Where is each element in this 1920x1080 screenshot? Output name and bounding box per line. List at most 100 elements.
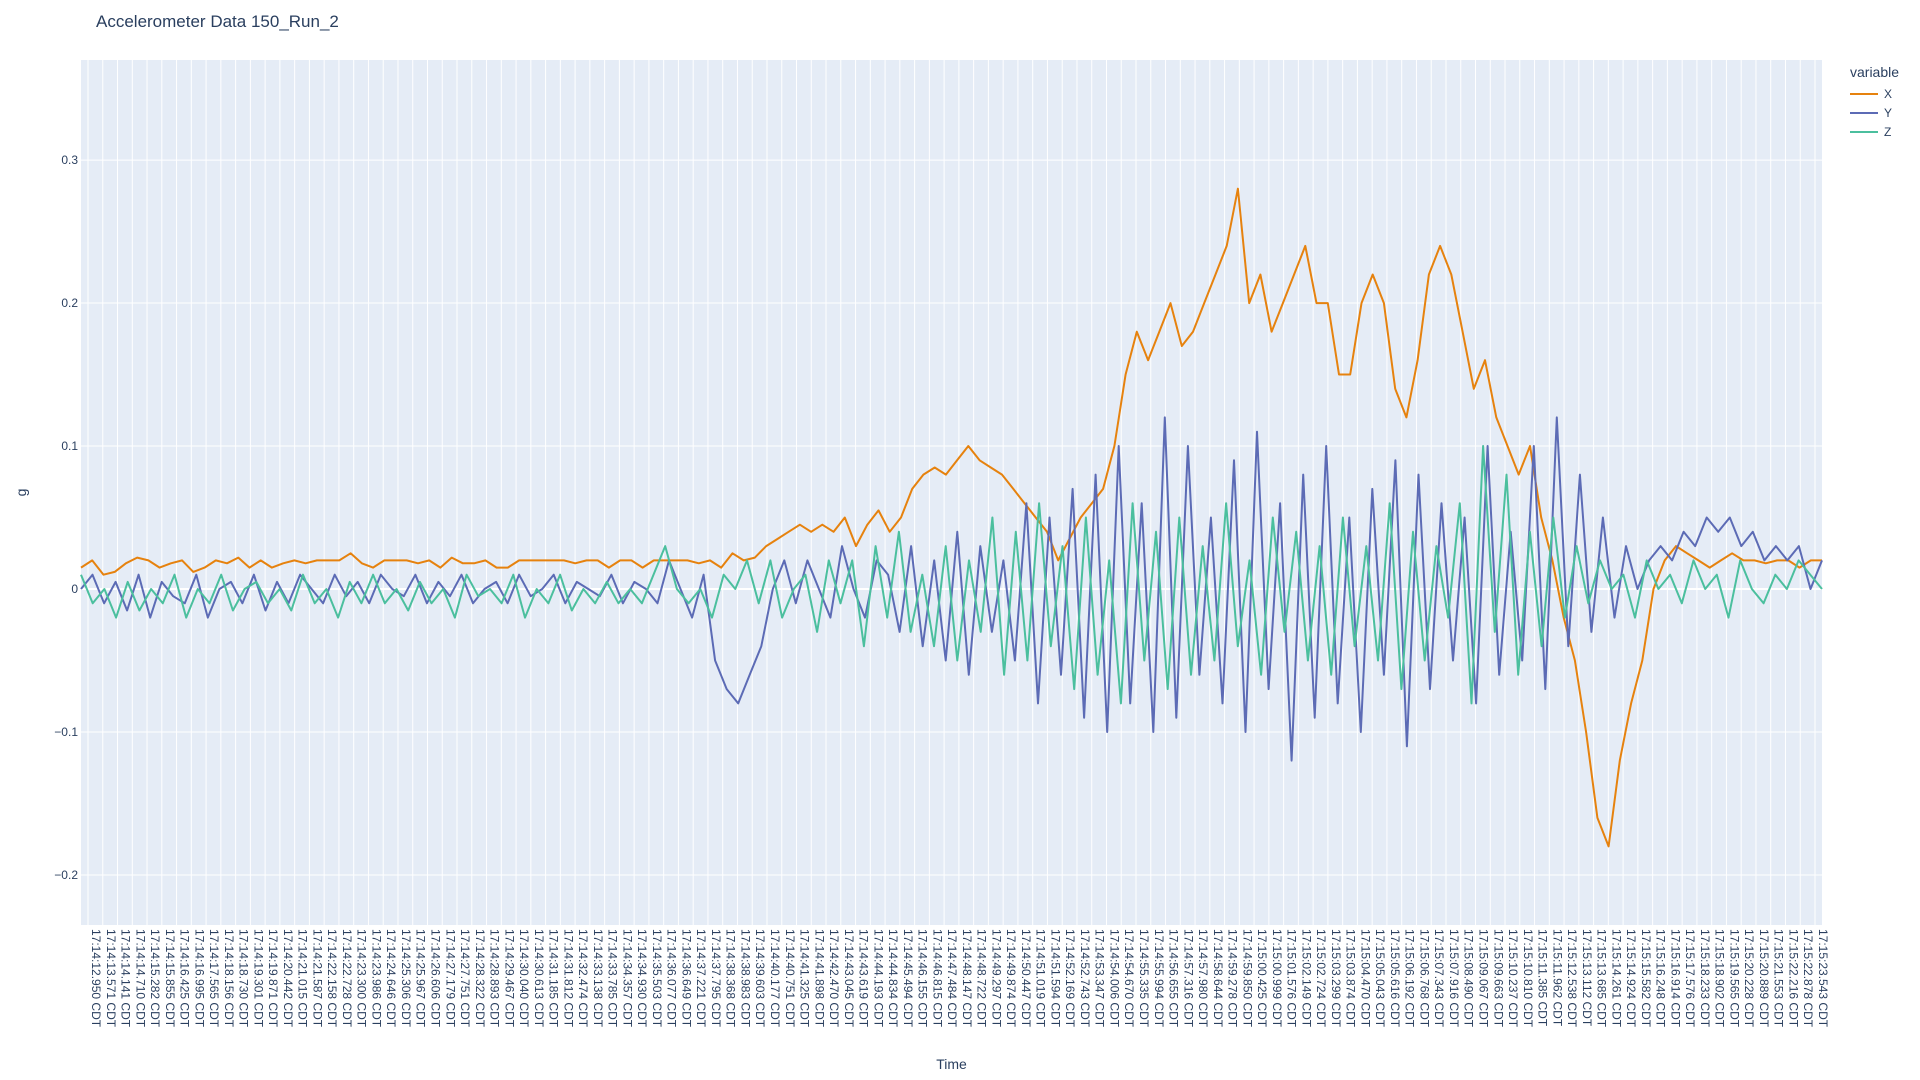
x-tick-label: 17:14:55.994 CDT	[1152, 929, 1166, 1028]
x-tick-label: 17:14:52.169 CDT	[1063, 929, 1077, 1028]
x-tick-label: 17:15:11.385 CDT	[1536, 929, 1550, 1027]
x-tick-label: 17:14:50.447 CDT	[1019, 929, 1033, 1028]
x-tick-label: 17:15:08.490 CDT	[1462, 929, 1476, 1028]
x-tick-label: 17:14:21.015 CDT	[296, 929, 310, 1028]
x-tick-label: 17:14:36.649 CDT	[679, 929, 693, 1028]
x-tick-label: 17:14:51.594 CDT	[1048, 929, 1062, 1028]
x-tick-label: 17:14:40.751 CDT	[783, 929, 797, 1028]
x-tick-label: 17:14:41.898 CDT	[812, 929, 826, 1028]
x-tick-label: 17:14:55.335 CDT	[1137, 929, 1151, 1028]
x-tick-label: 17:15:23.543 CDT	[1816, 929, 1830, 1028]
x-tick-label: 17:15:13.112 CDT	[1580, 929, 1594, 1027]
x-tick-label: 17:14:34.930 CDT	[635, 929, 649, 1028]
x-tick-label: 17:14:13.571 CDT	[104, 929, 118, 1028]
x-tick-label: 17:14:37.795 CDT	[709, 929, 723, 1028]
x-tick-label: 17:14:20.442 CDT	[281, 929, 295, 1028]
x-tick-label: 17:14:44.834 CDT	[886, 929, 900, 1028]
x-tick-label: 17:14:58.644 CDT	[1211, 929, 1225, 1028]
x-tick-label: 17:14:22.728 CDT	[340, 929, 354, 1028]
x-tick-label: 17:14:41.325 CDT	[798, 929, 812, 1028]
x-tick-label: 17:15:12.538 CDT	[1565, 929, 1579, 1028]
x-tick-label: 17:15:15.582 CDT	[1639, 929, 1653, 1028]
x-tick-label: 17:14:37.221 CDT	[694, 929, 708, 1028]
x-tick-label: 17:14:59.278 CDT	[1226, 929, 1240, 1028]
legend-title: variable	[1850, 64, 1900, 80]
x-tick-label: 17:14:21.587 CDT	[310, 929, 324, 1028]
x-tick-label: 17:14:33.785 CDT	[606, 929, 620, 1028]
y-axis-title: g	[13, 489, 29, 497]
x-tick-label: 17:14:46.155 CDT	[916, 929, 930, 1028]
x-tick-label: 17:14:52.743 CDT	[1078, 929, 1092, 1028]
x-tick-label: 17:14:44.193 CDT	[871, 929, 885, 1028]
x-tick-label: 17:14:32.474 CDT	[576, 929, 590, 1028]
y-tick-label: −0.1	[54, 725, 78, 739]
x-tick-label: 17:15:22.216 CDT	[1786, 929, 1800, 1028]
x-tick-label: 17:14:54.006 CDT	[1107, 929, 1121, 1028]
x-tick-label: 17:14:53.347 CDT	[1093, 929, 1107, 1028]
x-tick-label: 17:14:16.995 CDT	[192, 929, 206, 1028]
x-tick-label: 17:14:30.613 CDT	[532, 929, 546, 1028]
x-tick-label: 17:14:31.812 CDT	[561, 929, 575, 1028]
legend-label: X	[1884, 86, 1893, 101]
x-tick-label: 17:14:27.179 CDT	[443, 929, 457, 1028]
y-tick-label: 0.1	[61, 439, 78, 453]
x-tick-label: 17:15:20.889 CDT	[1757, 929, 1771, 1028]
x-tick-label: 17:14:43.619 CDT	[857, 929, 871, 1028]
x-tick-label: 17:14:57.316 CDT	[1181, 929, 1195, 1028]
x-tick-label: 17:15:01.576 CDT	[1285, 929, 1299, 1028]
legend-swatch	[1850, 130, 1878, 133]
x-tick-label: 17:14:17.565 CDT	[207, 929, 221, 1028]
x-tick-label: 17:14:42.470 CDT	[827, 929, 841, 1028]
x-tick-label: 17:14:14.141 CDT	[119, 929, 133, 1028]
legend-item-z[interactable]: Z	[1850, 122, 1899, 141]
x-tick-label: 17:14:40.177 CDT	[768, 929, 782, 1028]
x-tick-label: 17:15:22.878 CDT	[1801, 929, 1815, 1028]
x-tick-label: 17:14:18.730 CDT	[237, 929, 251, 1028]
x-tick-label: 17:14:14.710 CDT	[133, 929, 147, 1028]
x-tick-label: 17:15:07.916 CDT	[1447, 929, 1461, 1028]
x-tick-label: 17:14:28.322 CDT	[473, 929, 487, 1028]
legend-label: Z	[1884, 124, 1892, 139]
x-tick-label: 17:15:02.149 CDT	[1299, 929, 1313, 1028]
chart-title: Accelerometer Data 150_Run_2	[96, 12, 339, 31]
x-tick-label: 17:15:04.470 CDT	[1358, 929, 1372, 1028]
series-line-x	[80, 187, 1822, 848]
y-tick-label: 0	[71, 582, 78, 596]
x-gridlines	[87, 60, 1816, 925]
x-tick-label: 17:15:05.043 CDT	[1373, 929, 1387, 1028]
x-tick-label: 17:14:45.494 CDT	[901, 929, 915, 1028]
x-tick-label: 17:14:25.967 CDT	[414, 929, 428, 1028]
x-tick-label: 17:14:57.980 CDT	[1196, 929, 1210, 1028]
x-tick-label: 17:14:23.300 CDT	[355, 929, 369, 1028]
x-tick-label: 17:15:19.565 CDT	[1727, 929, 1741, 1028]
x-tick-label: 17:14:34.357 CDT	[620, 929, 634, 1028]
x-tick-label: 17:14:35.503 CDT	[650, 929, 664, 1028]
x-tick-label: 17:14:18.156 CDT	[222, 929, 236, 1028]
x-tick-label: 17:14:31.185 CDT	[547, 929, 561, 1028]
x-tick-label: 17:14:38.368 CDT	[724, 929, 738, 1028]
x-tick-label: 17:15:16.248 CDT	[1654, 929, 1668, 1028]
x-tick-label: 17:15:18.902 CDT	[1713, 929, 1727, 1028]
legend-swatch	[1850, 111, 1878, 114]
x-tick-label: 17:15:09.663 CDT	[1491, 929, 1505, 1028]
legend-swatch	[1850, 92, 1878, 95]
x-tick-label: 17:15:06.192 CDT	[1403, 929, 1417, 1028]
x-tick-label: 17:14:28.893 CDT	[488, 929, 502, 1028]
x-tick-label: 17:15:21.553 CDT	[1772, 929, 1786, 1028]
x-tick-label: 17:15:00.999 CDT	[1270, 929, 1284, 1028]
legend-item-x[interactable]: X	[1850, 84, 1899, 103]
legend-item-y[interactable]: Y	[1850, 103, 1899, 122]
x-tick-label: 17:14:15.282 CDT	[148, 929, 162, 1028]
x-tick-label: 17:14:51.019 CDT	[1034, 929, 1048, 1028]
x-tick-label: 17:14:48.147 CDT	[960, 929, 974, 1028]
x-tick-label: 17:15:16.914 CDT	[1668, 929, 1682, 1028]
x-tick-label: 17:15:03.874 CDT	[1344, 929, 1358, 1028]
x-tick-label: 17:14:23.986 CDT	[369, 929, 383, 1028]
x-tick-label: 17:14:33.138 CDT	[591, 929, 605, 1028]
x-tick-label: 17:14:24.646 CDT	[384, 929, 398, 1028]
y-tick-label: 0.3	[61, 153, 78, 167]
x-tick-label: 17:14:19.871 CDT	[266, 929, 280, 1028]
